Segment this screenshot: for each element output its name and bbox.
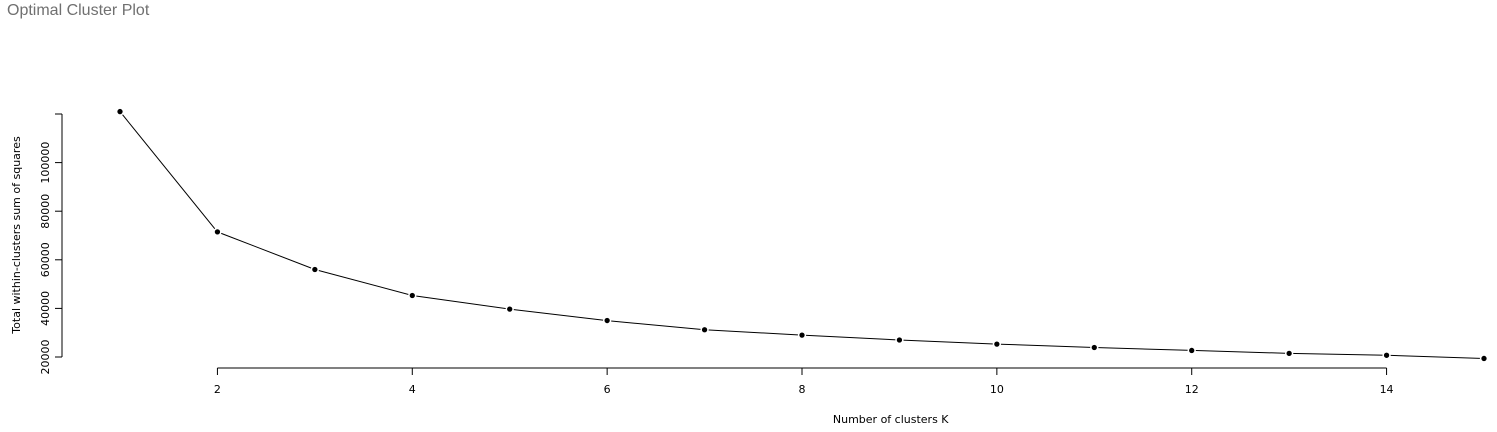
x-tick-label: 4 — [409, 383, 416, 396]
y-tick-label: 40000 — [39, 291, 52, 326]
data-point — [1187, 346, 1196, 355]
y-axis: 20000 40000 60000 80000 100000 — [39, 113, 63, 375]
data-point — [310, 265, 320, 274]
data-point — [700, 325, 709, 334]
data-point — [797, 330, 807, 340]
y-tick-label: 80000 — [39, 194, 52, 229]
data-points — [115, 107, 1489, 363]
data-point — [602, 316, 612, 325]
x-axis-label: Number of clusters K — [833, 413, 949, 426]
y-tick-label: 20000 — [39, 340, 52, 375]
x-tick-label: 2 — [214, 383, 221, 396]
data-point — [213, 227, 222, 237]
x-tick-label: 12 — [1185, 383, 1199, 396]
series-line — [119, 111, 1485, 359]
y-tick-label: 100000 — [39, 142, 52, 184]
data-point — [895, 335, 904, 345]
x-tick-label: 8 — [799, 383, 806, 396]
data-point — [408, 291, 417, 300]
data-point — [992, 339, 1002, 349]
x-axis: 2 4 6 8 10 12 14 — [214, 367, 1394, 396]
data-point — [1382, 351, 1391, 360]
data-point — [115, 107, 125, 116]
y-axis-label: Total within-clusters sum of squares — [10, 136, 23, 335]
data-point — [1479, 354, 1489, 363]
x-tick-label: 6 — [604, 383, 611, 396]
data-point — [505, 304, 514, 314]
panel-title: Optimal Cluster Plot — [7, 2, 150, 19]
data-point — [1090, 343, 1099, 352]
y-tick-label: 60000 — [39, 242, 52, 277]
x-tick-label: 10 — [990, 383, 1004, 396]
x-tick-label: 14 — [1380, 383, 1394, 396]
data-point — [1284, 349, 1294, 358]
